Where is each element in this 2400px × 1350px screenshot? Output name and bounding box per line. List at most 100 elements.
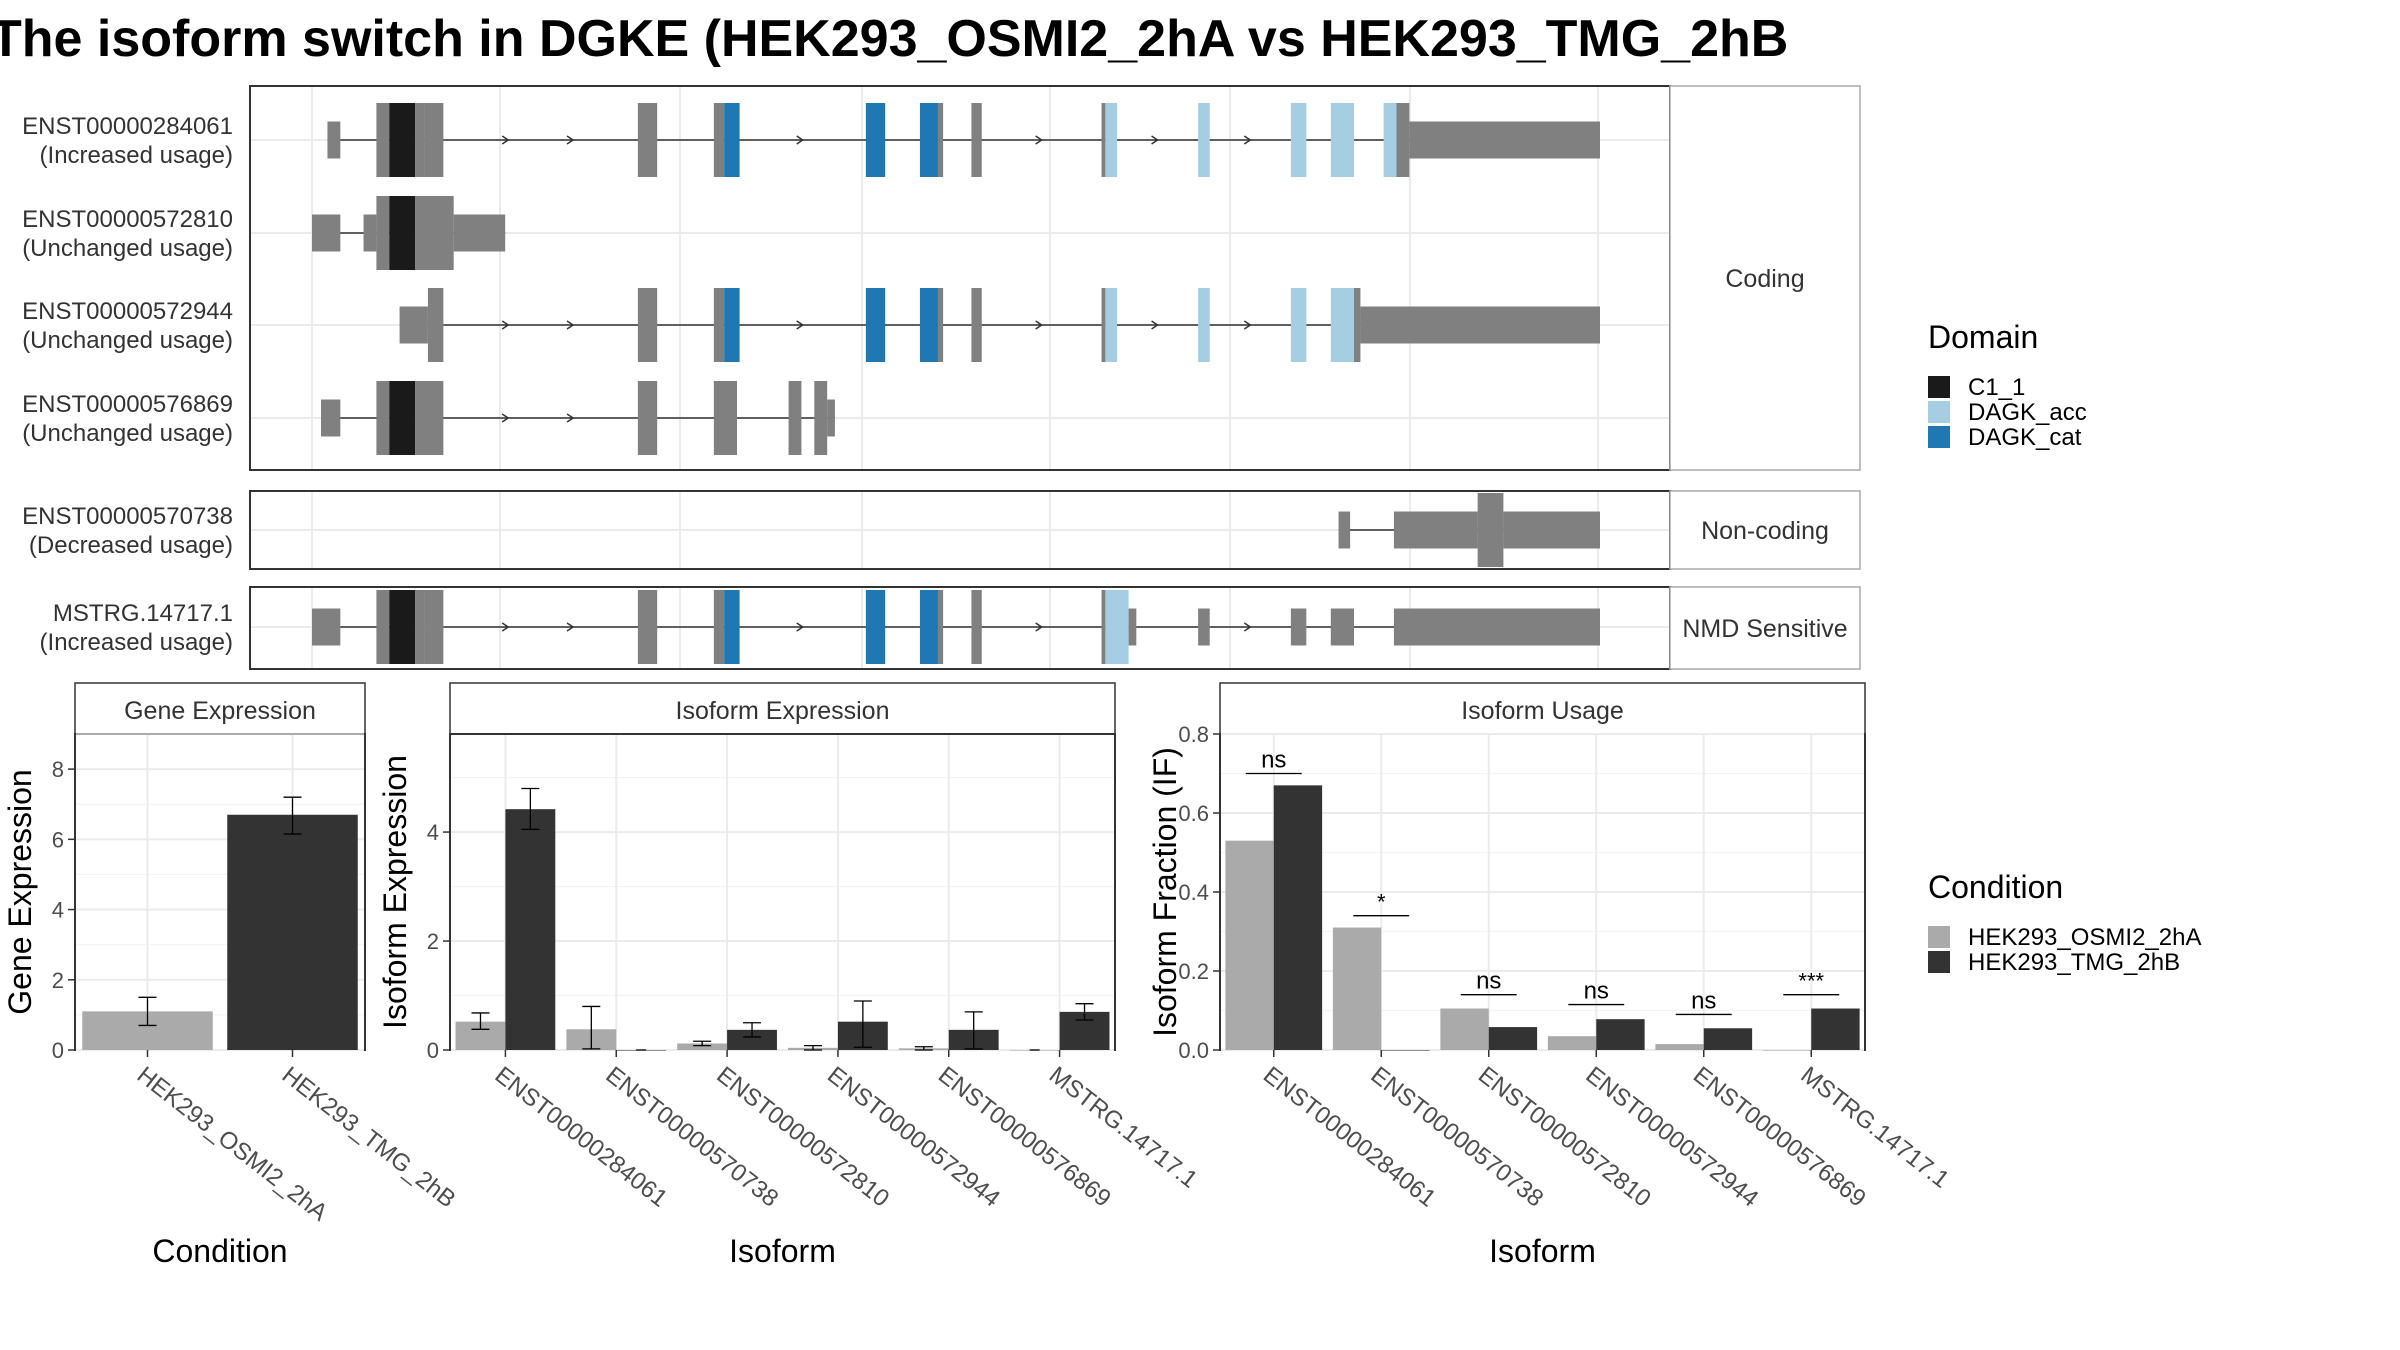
legend-swatch bbox=[1928, 926, 1950, 948]
bar bbox=[1811, 1008, 1860, 1050]
significance-label: *** bbox=[1798, 969, 1824, 994]
exon bbox=[1353, 288, 1361, 362]
exon-C1_1 bbox=[389, 590, 416, 664]
bar bbox=[1547, 1036, 1597, 1050]
significance-label: ns bbox=[1476, 968, 1501, 995]
bar bbox=[1332, 927, 1382, 1050]
exon-DAGK_acc bbox=[1105, 590, 1129, 664]
exon bbox=[713, 381, 738, 455]
exon bbox=[713, 103, 725, 177]
transcript-ENST00000284061: ENST00000284061(Increased usage) bbox=[22, 103, 1600, 177]
exon bbox=[376, 103, 390, 177]
exon bbox=[1338, 511, 1351, 549]
exon bbox=[1393, 608, 1600, 646]
y-tick-label: 2 bbox=[427, 929, 439, 954]
exon bbox=[637, 381, 658, 455]
significance-label: ns bbox=[1261, 747, 1286, 774]
strand-arrow bbox=[501, 135, 510, 145]
exon bbox=[637, 288, 658, 362]
y-tick-label: 0.2 bbox=[1178, 959, 1209, 984]
exon bbox=[1360, 306, 1600, 344]
strand-arrow bbox=[566, 135, 575, 145]
strand-arrow bbox=[796, 320, 805, 330]
exon bbox=[814, 381, 828, 455]
transcript-ENST00000572944: ENST00000572944(Unchanged usage) bbox=[22, 288, 1600, 362]
structure-strip bbox=[1669, 85, 1861, 471]
transcript-id-label: ENST00000576869 bbox=[22, 391, 233, 418]
x-tick-label: ENST00000572944 bbox=[1581, 1061, 1764, 1212]
chart-isoform-expression: Isoform Expression024ENST00000284061ENST… bbox=[377, 682, 1202, 1269]
exon-DAGK_acc bbox=[1330, 288, 1354, 362]
bar bbox=[1596, 1019, 1645, 1050]
exon bbox=[1409, 121, 1600, 159]
exon bbox=[937, 590, 944, 664]
x-tick-label: ENST00000572810 bbox=[1473, 1061, 1656, 1212]
bar bbox=[1225, 840, 1274, 1050]
transcript-id-label: MSTRG.14717.1 bbox=[53, 600, 233, 627]
exon-DAGK_cat bbox=[724, 103, 740, 177]
exon bbox=[1393, 511, 1478, 549]
transcript-usage-label: (Increased usage) bbox=[40, 629, 233, 656]
strand-arrow bbox=[566, 413, 575, 423]
legend-title: Condition bbox=[1928, 869, 2063, 905]
exon bbox=[327, 121, 341, 159]
strand-arrow bbox=[796, 135, 805, 145]
significance-label: * bbox=[1377, 890, 1386, 915]
exon bbox=[1503, 511, 1600, 549]
strand-arrow bbox=[1035, 622, 1044, 632]
strand-arrow bbox=[1151, 135, 1159, 145]
exon-DAGK_cat bbox=[865, 288, 886, 362]
strand-arrow bbox=[566, 622, 575, 632]
exon-DAGK_acc bbox=[1198, 103, 1210, 177]
structure-panel-non-coding: Non-coding ENST00000570738(Decreased usag… bbox=[22, 490, 1861, 570]
structure-strip-label: Coding bbox=[1725, 265, 1804, 293]
exon-DAGK_acc bbox=[1105, 288, 1117, 362]
legend-entry-label: C1_1 bbox=[1968, 374, 2025, 401]
legend-entry-label: DAGK_cat bbox=[1968, 424, 2082, 451]
strand-arrow bbox=[1243, 135, 1252, 145]
legend-swatch bbox=[1928, 951, 1950, 973]
legend-swatch bbox=[1928, 401, 1950, 423]
exon bbox=[376, 381, 390, 455]
exon bbox=[321, 399, 341, 437]
exon-DAGK_cat bbox=[919, 590, 938, 664]
exon bbox=[713, 590, 725, 664]
exon bbox=[424, 103, 444, 177]
exon bbox=[1198, 608, 1210, 646]
exon-DAGK_cat bbox=[865, 590, 886, 664]
exon bbox=[427, 288, 444, 362]
transcript-MSTRG.14717.1: MSTRG.14717.1(Increased usage) bbox=[40, 590, 1600, 664]
y-tick-label: 0.4 bbox=[1178, 880, 1209, 905]
bar bbox=[677, 1043, 728, 1050]
exon bbox=[1101, 590, 1106, 664]
exon bbox=[971, 590, 982, 664]
exon bbox=[937, 288, 944, 362]
structure-panel-nmd-sensitive: NMD Sensitive MSTRG.14717.1(Increased usa… bbox=[40, 586, 1861, 670]
exon bbox=[1128, 608, 1137, 646]
exon bbox=[415, 196, 454, 270]
exon bbox=[1290, 608, 1307, 646]
figure-title: The isoform switch in DGKE (HEK293_OSMI2… bbox=[0, 10, 1788, 68]
structure-panel-coding: Coding ENST00000284061(Increased usage) EN… bbox=[22, 85, 1861, 471]
exon bbox=[415, 103, 425, 177]
exon-DAGK_acc bbox=[1330, 103, 1354, 177]
x-tick-label: ENST00000284061 bbox=[1258, 1061, 1441, 1212]
chart-strip bbox=[1219, 682, 1866, 735]
exon-DAGK_acc bbox=[1290, 288, 1307, 362]
exon bbox=[312, 608, 341, 646]
exon bbox=[363, 214, 377, 252]
strand-arrow bbox=[501, 320, 510, 330]
exon-DAGK_cat bbox=[919, 288, 938, 362]
y-tick-label: 0 bbox=[52, 1038, 64, 1063]
y-tick-label: 0.0 bbox=[1178, 1038, 1209, 1063]
bar bbox=[1488, 1027, 1538, 1050]
transcript-usage-label: (Unchanged usage) bbox=[22, 235, 233, 262]
exon bbox=[713, 288, 725, 362]
y-tick-label: 0.6 bbox=[1178, 801, 1209, 826]
y-tick-label: 0.8 bbox=[1178, 722, 1209, 747]
exon bbox=[376, 590, 390, 664]
exon bbox=[399, 306, 428, 344]
exon-DAGK_cat bbox=[724, 590, 740, 664]
transcript-usage-label: (Increased usage) bbox=[40, 142, 233, 169]
